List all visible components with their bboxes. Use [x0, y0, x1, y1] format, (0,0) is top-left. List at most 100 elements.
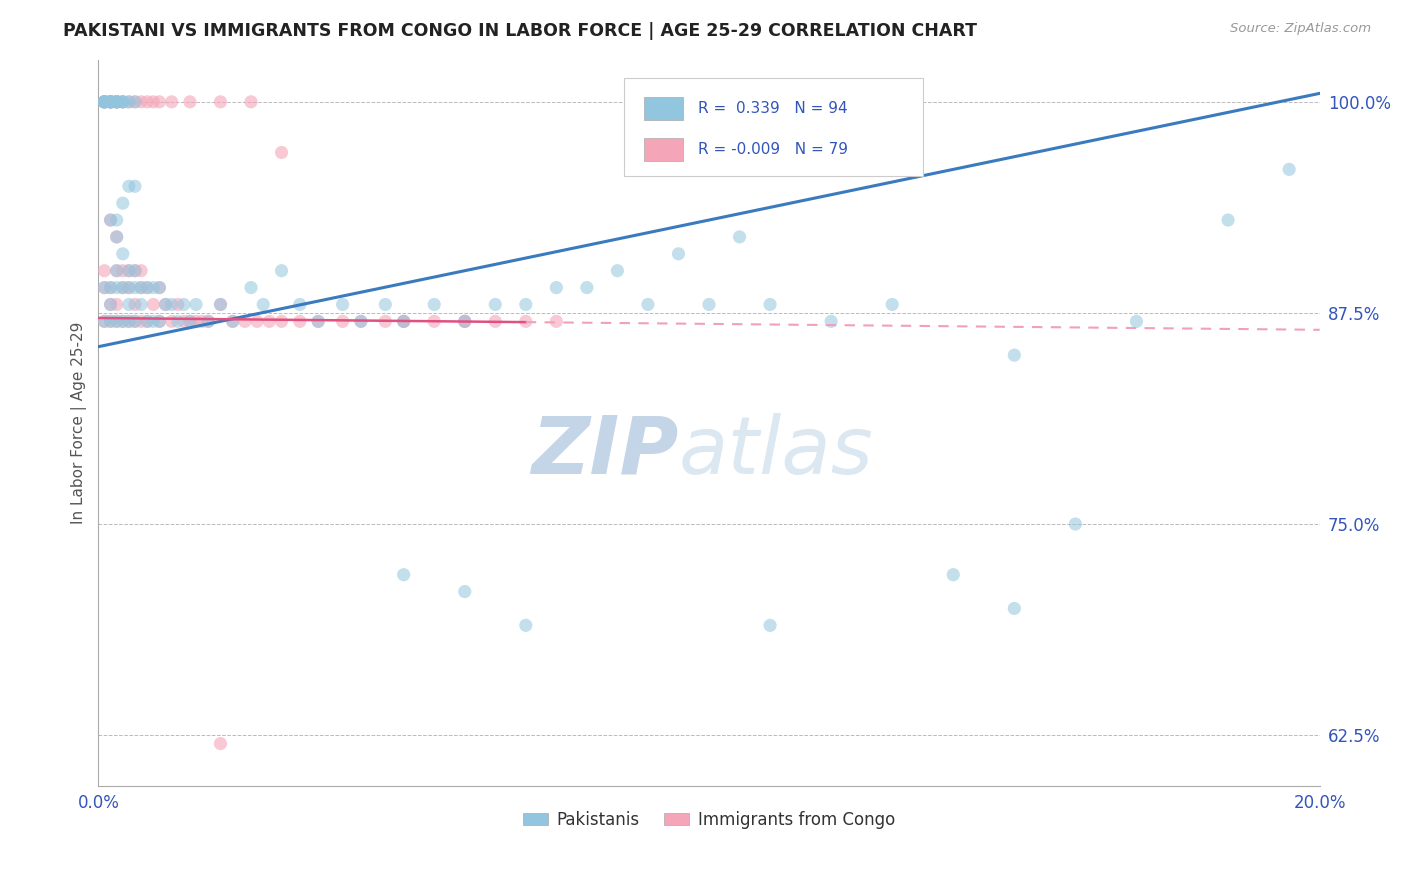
Point: [118, 95, 141, 109]
Point: [100, 95, 122, 109]
Point: [484, 314, 506, 328]
Point: [350, 314, 373, 328]
Point: [93, 95, 115, 109]
Point: [259, 314, 281, 328]
Point: [1216, 213, 1239, 227]
Point: [392, 314, 415, 328]
Point: [392, 314, 415, 328]
Point: [118, 314, 141, 328]
Point: [100, 95, 122, 109]
Bar: [644, 138, 683, 161]
Point: [111, 263, 134, 277]
Point: [105, 95, 128, 109]
Point: [173, 314, 195, 328]
Point: [148, 280, 170, 294]
Point: [129, 314, 152, 328]
Point: [820, 314, 842, 328]
Point: [100, 95, 122, 109]
Point: [332, 314, 354, 328]
Point: [100, 213, 122, 227]
Point: [209, 95, 232, 109]
Point: [142, 297, 165, 311]
Point: [423, 297, 446, 311]
Point: [111, 95, 134, 109]
Point: [93, 95, 115, 109]
Point: [105, 230, 128, 244]
Point: [246, 314, 269, 328]
Point: [668, 247, 690, 261]
Point: [288, 297, 311, 311]
Y-axis label: In Labor Force | Age 25-29: In Labor Force | Age 25-29: [72, 321, 87, 524]
Point: [546, 280, 568, 294]
Point: [100, 280, 122, 294]
Point: [93, 95, 115, 109]
Point: [942, 567, 965, 582]
Point: [124, 95, 146, 109]
Point: [93, 280, 115, 294]
Point: [100, 314, 122, 328]
Point: [1278, 162, 1301, 177]
Point: [129, 297, 152, 311]
Point: [142, 280, 165, 294]
Point: [160, 95, 183, 109]
Point: [100, 297, 122, 311]
Point: [93, 95, 115, 109]
Point: [129, 263, 152, 277]
Point: [350, 314, 373, 328]
Point: [118, 179, 141, 194]
Point: [148, 314, 170, 328]
Point: [100, 95, 122, 109]
Point: [252, 297, 274, 311]
Point: [111, 247, 134, 261]
Point: [124, 314, 146, 328]
Point: [606, 263, 628, 277]
Point: [111, 314, 134, 328]
Point: [270, 314, 292, 328]
Point: [173, 297, 195, 311]
Point: [129, 280, 152, 294]
Point: [697, 297, 720, 311]
Point: [136, 314, 159, 328]
Point: [124, 297, 146, 311]
Point: [515, 618, 537, 632]
Point: [93, 280, 115, 294]
Point: [454, 314, 477, 328]
Point: [184, 314, 207, 328]
Point: [1064, 516, 1087, 531]
Point: [155, 297, 177, 311]
Point: [288, 314, 311, 328]
Point: [1002, 601, 1025, 615]
Point: [100, 297, 122, 311]
Point: [124, 280, 146, 294]
Text: Source: ZipAtlas.com: Source: ZipAtlas.com: [1230, 22, 1371, 36]
Point: [454, 314, 477, 328]
Point: [136, 280, 159, 294]
Point: [93, 95, 115, 109]
FancyBboxPatch shape: [623, 78, 922, 176]
Point: [136, 95, 159, 109]
Point: [93, 95, 115, 109]
Point: [118, 280, 141, 294]
Point: [124, 179, 146, 194]
Point: [179, 95, 201, 109]
Point: [105, 263, 128, 277]
Point: [118, 263, 141, 277]
Point: [105, 95, 128, 109]
Text: R =  0.339   N = 94: R = 0.339 N = 94: [697, 101, 848, 116]
Point: [93, 95, 115, 109]
Point: [118, 297, 141, 311]
Point: [197, 314, 219, 328]
Point: [191, 314, 214, 328]
Point: [307, 314, 329, 328]
Point: [118, 314, 141, 328]
Point: [111, 280, 134, 294]
Point: [148, 314, 170, 328]
Point: [124, 314, 146, 328]
Point: [118, 263, 141, 277]
Point: [166, 297, 188, 311]
Point: [111, 280, 134, 294]
Point: [515, 297, 537, 311]
Point: [100, 280, 122, 294]
Point: [118, 95, 141, 109]
Point: [166, 314, 188, 328]
